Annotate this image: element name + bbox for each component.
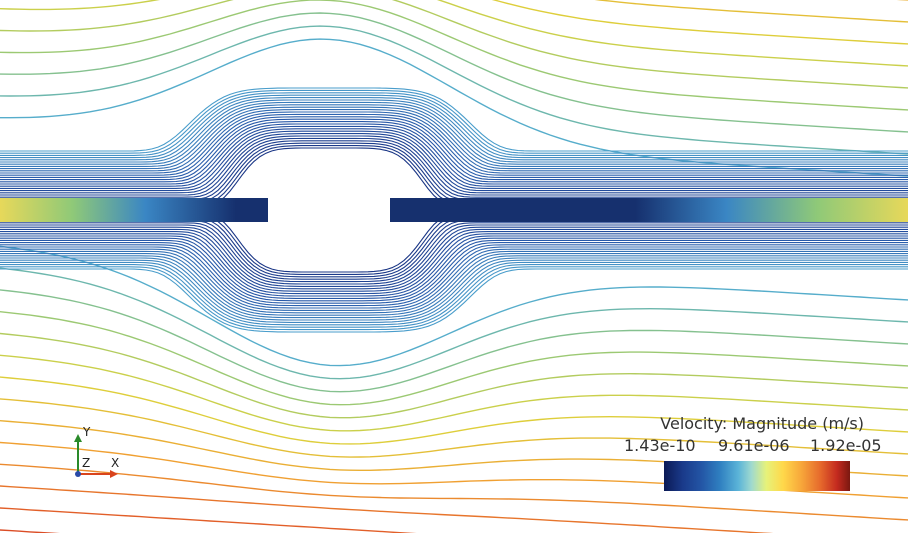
z-axis-label: Z — [82, 456, 91, 470]
streamline — [0, 97, 908, 161]
streamline — [491, 0, 908, 45]
axis-triad — [74, 434, 118, 478]
y-axis-arrowhead — [74, 434, 82, 442]
streamline — [0, 128, 908, 189]
x-axis-arrowhead — [110, 470, 118, 478]
streamline — [0, 104, 908, 167]
streamline — [0, 239, 908, 302]
streamline — [0, 101, 908, 165]
streamline — [0, 255, 908, 319]
streamline — [0, 25, 908, 155]
y-axis-label: Y — [83, 425, 91, 439]
streamline — [0, 137, 908, 198]
streamline — [0, 118, 908, 181]
streamline — [0, 106, 908, 170]
streamline — [0, 253, 908, 316]
streamline — [0, 332, 908, 419]
streamline — [0, 94, 908, 159]
streamline — [0, 125, 908, 187]
streamline — [0, 226, 908, 287]
streamline — [0, 259, 908, 323]
streamline — [0, 228, 908, 290]
legend-title: Velocity: Magnitude (m/s) — [660, 414, 864, 433]
streamline — [0, 261, 908, 326]
streamline — [0, 398, 908, 458]
streamline — [0, 222, 908, 283]
legend-tick-max: 1.92e-05 — [810, 436, 882, 455]
streamline — [0, 0, 908, 67]
streamline — [0, 38, 908, 177]
streamline — [0, 485, 774, 533]
streamline — [0, 237, 908, 299]
streamline — [0, 257, 908, 321]
streamline — [0, 264, 908, 328]
streamline — [0, 135, 908, 196]
streamline — [0, 113, 908, 176]
streamline — [0, 89, 908, 154]
streamline — [0, 529, 61, 533]
streamline — [0, 130, 908, 192]
streamline — [896, 0, 908, 1]
x-axis-label: X — [111, 456, 120, 470]
streamline — [0, 267, 908, 380]
legend-tick-mid: 9.61e-06 — [718, 436, 790, 455]
streamline — [0, 87, 908, 152]
z-axis-dot — [75, 471, 81, 477]
streamline — [0, 268, 908, 333]
streamline — [0, 123, 908, 185]
streamline — [0, 109, 908, 172]
streamline — [0, 310, 908, 406]
legend-colorbar — [664, 461, 850, 491]
streamline — [0, 250, 908, 314]
streamline — [594, 0, 908, 23]
streamline — [0, 99, 908, 163]
streamline — [0, 266, 908, 331]
streamline — [0, 246, 908, 309]
streamline — [0, 376, 908, 445]
legend-tick-min: 1.43e-10 — [624, 436, 696, 455]
streamline — [0, 12, 908, 133]
obstacle — [268, 150, 390, 268]
streamline — [0, 244, 908, 307]
streamline — [0, 0, 908, 89]
streamline — [0, 235, 908, 297]
streamline — [0, 507, 417, 533]
streamline — [0, 289, 908, 393]
streamline — [0, 231, 908, 292]
streamline — [0, 0, 908, 111]
streamline — [0, 92, 908, 156]
streamline — [0, 248, 908, 311]
streamline — [0, 233, 908, 295]
streamline — [0, 242, 908, 304]
streamline — [0, 245, 908, 367]
streamline — [0, 354, 908, 432]
streamline — [0, 133, 908, 194]
streamline — [0, 224, 908, 285]
streamline — [0, 121, 908, 183]
streamline — [0, 463, 908, 521]
centerline-band — [0, 198, 908, 222]
streamline — [0, 111, 908, 174]
streamline — [0, 116, 908, 178]
